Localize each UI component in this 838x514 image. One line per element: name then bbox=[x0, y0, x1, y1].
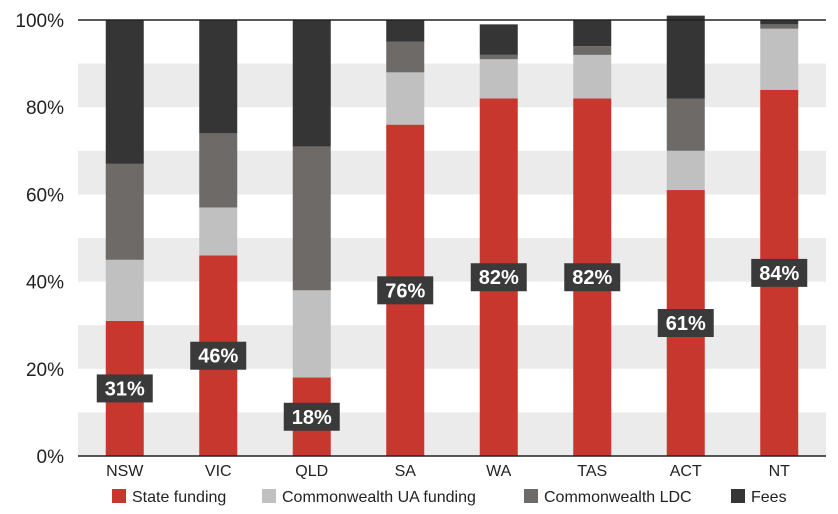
x-category-label: VIC bbox=[205, 463, 232, 480]
legend-swatch bbox=[524, 489, 538, 503]
data-label: 46% bbox=[198, 346, 238, 368]
data-label: 61% bbox=[666, 313, 706, 335]
x-category-label: QLD bbox=[295, 463, 328, 480]
y-tick-label: 60% bbox=[26, 185, 64, 206]
legend-label: Commonwealth UA funding bbox=[282, 489, 476, 506]
data-label-box bbox=[564, 263, 621, 292]
y-tick-label: 100% bbox=[15, 11, 64, 32]
bar-segment bbox=[479, 59, 518, 99]
bar-segment bbox=[386, 20, 425, 42]
grid-band bbox=[78, 63, 826, 108]
y-tick-label: 0% bbox=[37, 447, 65, 468]
bar-segment bbox=[105, 20, 144, 164]
y-tick-label: 20% bbox=[26, 360, 64, 381]
bar-segment bbox=[386, 41, 425, 73]
x-category-label: ACT bbox=[670, 463, 702, 480]
bar-segment bbox=[199, 20, 238, 134]
bar-segment bbox=[666, 98, 705, 151]
data-label: 31% bbox=[105, 378, 145, 400]
bar-segment bbox=[386, 72, 425, 125]
legend-swatch bbox=[112, 489, 126, 503]
grid-band bbox=[78, 238, 826, 282]
legend-label: State funding bbox=[132, 489, 226, 506]
legend-swatch bbox=[731, 489, 745, 503]
data-label-box bbox=[751, 258, 808, 287]
legend-label: Commonwealth LDC bbox=[544, 489, 692, 506]
bar-segment bbox=[760, 20, 799, 25]
legend-swatch bbox=[262, 489, 276, 503]
data-label: 76% bbox=[385, 280, 425, 302]
data-label: 82% bbox=[479, 267, 519, 289]
bar-segment bbox=[573, 20, 612, 47]
x-axis-categories: NSW VIC QLD SA WA TAS ACT NT bbox=[106, 463, 790, 480]
bar-segment bbox=[479, 54, 518, 60]
grid-band bbox=[78, 412, 826, 456]
x-category-label: NT bbox=[769, 463, 791, 480]
y-axis-ticks: 0% 20% 40% 60% 80% 100% bbox=[15, 11, 64, 468]
bar-segment bbox=[573, 46, 612, 55]
data-label: 84% bbox=[759, 263, 799, 285]
bar-segment bbox=[573, 54, 612, 99]
data-label-box bbox=[283, 402, 340, 431]
x-category-label: TAS bbox=[577, 463, 607, 480]
data-labels: 31% 46% 18% 76% 82% 82% 61% 84% bbox=[96, 258, 808, 431]
bar-segment bbox=[760, 24, 799, 29]
x-category-label: WA bbox=[486, 463, 512, 480]
bar-segment bbox=[199, 133, 238, 208]
legend: State funding Commonwealth UA funding Comm… bbox=[112, 489, 787, 506]
x-category-label: SA bbox=[395, 463, 417, 480]
bar-segment bbox=[105, 259, 144, 321]
data-label: 18% bbox=[292, 407, 332, 429]
grid-band bbox=[78, 325, 826, 369]
bar-segment bbox=[292, 146, 331, 291]
grid-band bbox=[78, 150, 826, 195]
bar-segment bbox=[292, 290, 331, 378]
x-category-label: NSW bbox=[106, 463, 144, 480]
data-label-box bbox=[96, 374, 153, 403]
bar-segment bbox=[292, 20, 331, 147]
bar-segment bbox=[105, 163, 144, 260]
y-tick-label: 40% bbox=[26, 273, 64, 294]
bar-segment bbox=[479, 24, 518, 55]
data-label-box bbox=[190, 341, 247, 370]
data-label: 82% bbox=[572, 267, 612, 289]
data-label-box bbox=[377, 276, 434, 305]
bar-segment bbox=[666, 150, 705, 191]
bar-segment bbox=[760, 28, 799, 90]
data-label-box bbox=[657, 309, 714, 338]
data-label-box bbox=[470, 263, 527, 292]
y-tick-label: 80% bbox=[26, 98, 64, 119]
grid-bands bbox=[78, 63, 826, 456]
bar-segment bbox=[199, 207, 238, 256]
legend-label: Fees bbox=[751, 489, 787, 506]
bar-segment bbox=[666, 15, 705, 99]
